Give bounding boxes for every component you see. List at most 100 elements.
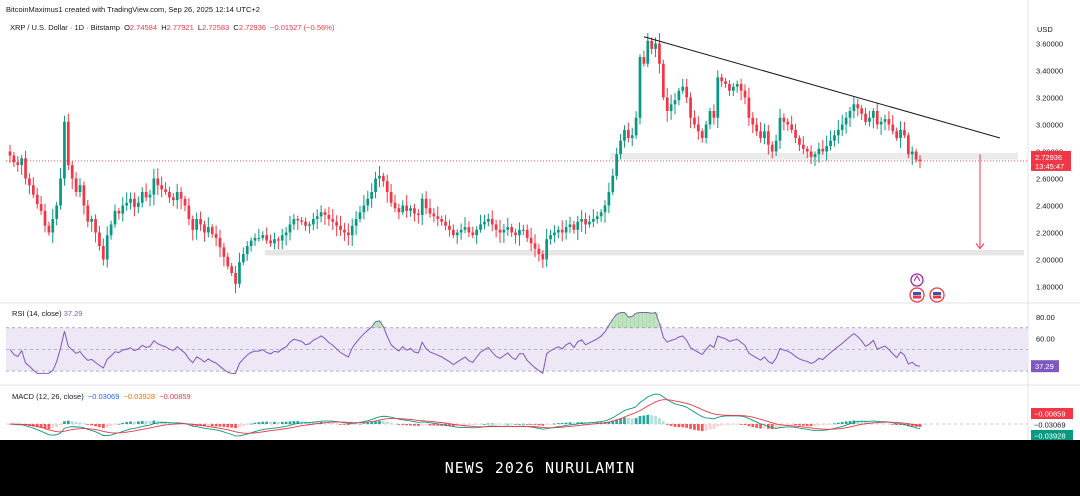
candle-body bbox=[825, 146, 829, 152]
candle-body bbox=[94, 219, 97, 233]
candle-body bbox=[871, 111, 875, 118]
macd-histogram-bar bbox=[755, 424, 759, 428]
macd-histogram-bar bbox=[440, 424, 444, 426]
rsi-pane bbox=[6, 312, 1028, 375]
macd-histogram-bar bbox=[704, 424, 708, 431]
candle-body bbox=[568, 224, 572, 228]
macd-histogram-bar bbox=[467, 424, 471, 426]
macd-histogram-bar bbox=[393, 423, 397, 425]
candle-body bbox=[319, 212, 323, 217]
candle-body bbox=[720, 77, 724, 82]
macd-histogram-bar bbox=[366, 422, 370, 424]
macd-histogram-bar bbox=[210, 424, 214, 427]
candle-body bbox=[59, 178, 62, 206]
candle-body bbox=[817, 148, 821, 155]
candle-body bbox=[444, 221, 447, 226]
candle-body bbox=[378, 175, 381, 179]
candle-body bbox=[183, 198, 187, 206]
candle-body bbox=[801, 144, 805, 149]
candle-body bbox=[171, 197, 175, 201]
macd-histogram-bar bbox=[409, 424, 412, 426]
macd-histogram-bar bbox=[891, 424, 895, 425]
macd-histogram-bar bbox=[59, 424, 62, 425]
macd-histogram-bar bbox=[261, 421, 265, 424]
macd-histogram-bar bbox=[825, 424, 829, 425]
macd-histogram-bar bbox=[55, 424, 59, 428]
macd-histogram-bar bbox=[218, 424, 222, 427]
candle-body bbox=[420, 198, 424, 215]
symbol-title: XRP / U.S. Dollar · 1D · Bitstamp bbox=[10, 23, 120, 32]
candle-body bbox=[125, 202, 129, 206]
macd-histogram-bar bbox=[339, 424, 342, 425]
macd-histogram-bar bbox=[805, 424, 809, 426]
candle-body bbox=[82, 185, 86, 206]
tradingview-chart[interactable]: 3.600003.400003.200003.000002.800002.600… bbox=[0, 0, 1080, 440]
rsi-overbought-fill bbox=[657, 323, 662, 328]
macd-histogram-bar bbox=[280, 421, 284, 424]
macd-histogram-bar bbox=[475, 424, 479, 426]
macd-histogram-bar bbox=[572, 422, 576, 424]
candle-body bbox=[751, 117, 755, 125]
rsi-overbought-fill bbox=[626, 317, 631, 328]
chart-canvas[interactable]: 3.600003.400003.200003.000002.800002.600… bbox=[0, 0, 1080, 440]
candle-body bbox=[12, 155, 16, 163]
macd-histogram-bar bbox=[747, 424, 751, 427]
candle-body bbox=[728, 84, 731, 91]
flag-stripe-icon bbox=[933, 292, 941, 295]
candle-body bbox=[595, 216, 599, 219]
macd-histogram-bar bbox=[879, 423, 883, 425]
candle-body bbox=[304, 221, 307, 226]
macd-histogram-bar bbox=[413, 424, 416, 426]
last-price-tag bbox=[1031, 150, 1071, 171]
macd-histogram-bar bbox=[712, 424, 716, 429]
macd-histogram-bar bbox=[553, 423, 556, 425]
candle-body bbox=[607, 192, 611, 206]
candle-body bbox=[280, 235, 284, 241]
candle-body bbox=[883, 119, 887, 122]
candle-body bbox=[113, 210, 117, 225]
rsi-line bbox=[9, 312, 921, 375]
rsi-value-label: 37.29 bbox=[1035, 362, 1054, 371]
candle-body bbox=[397, 208, 401, 213]
candle-body bbox=[230, 266, 234, 273]
macd-histogram-bar bbox=[230, 424, 234, 428]
macd-histogram-bar bbox=[136, 421, 140, 424]
macd-histogram-bar bbox=[451, 424, 455, 427]
candle-body bbox=[677, 90, 681, 101]
candle-body bbox=[156, 178, 160, 186]
candle-body bbox=[626, 129, 630, 138]
rsi-overbought-fill bbox=[606, 325, 612, 328]
macd-histogram-bar bbox=[203, 424, 206, 427]
flag-stripe-icon bbox=[933, 295, 941, 299]
rsi-overbought-fill bbox=[645, 312, 651, 328]
candle-body bbox=[576, 221, 580, 230]
rsi-overbought-fill bbox=[641, 312, 647, 328]
macd-histogram-bar bbox=[354, 424, 358, 425]
candle-body bbox=[105, 235, 109, 260]
candle-body bbox=[389, 192, 393, 203]
candle-body bbox=[809, 151, 813, 157]
candle-body bbox=[681, 86, 685, 91]
candle-body bbox=[339, 225, 342, 230]
macd-histogram-bar bbox=[728, 424, 731, 425]
candle-body bbox=[778, 117, 782, 141]
footer-text: NEWS 2026 NURULAMIN bbox=[444, 459, 636, 477]
candle-body bbox=[261, 235, 265, 238]
macd-histogram-bar bbox=[490, 423, 494, 425]
rsi-overbought-fill bbox=[634, 313, 639, 328]
candle-body bbox=[490, 219, 494, 225]
close-value: 2.72936 bbox=[238, 23, 266, 32]
macd-histogram-bar bbox=[35, 424, 39, 428]
macd-histogram-bar bbox=[498, 423, 502, 425]
candle-body bbox=[136, 202, 140, 207]
candle-body bbox=[160, 185, 164, 190]
candle-body bbox=[393, 202, 397, 209]
macd-histogram-bar bbox=[43, 424, 47, 429]
macd-histogram-bar bbox=[864, 421, 867, 424]
macd-histogram-bar bbox=[448, 424, 451, 427]
candle-body bbox=[401, 205, 405, 213]
macd-value-tag bbox=[1031, 430, 1073, 440]
macd-histogram-bar bbox=[833, 423, 836, 425]
candle-body bbox=[829, 140, 832, 147]
candle-body bbox=[642, 57, 646, 64]
